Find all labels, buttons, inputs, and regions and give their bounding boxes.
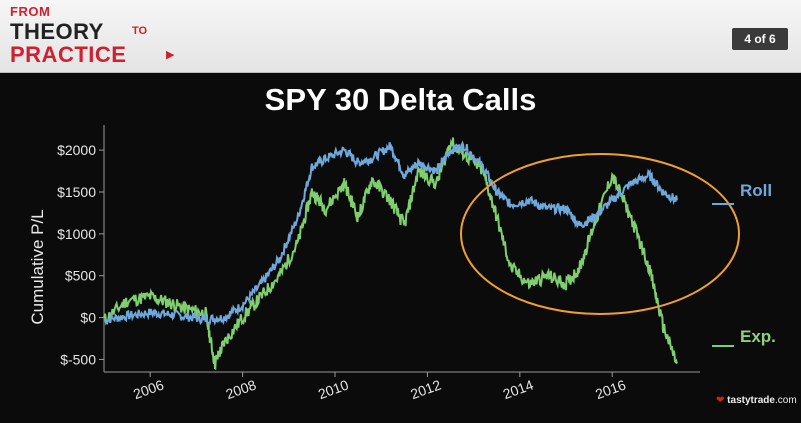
brand-theory: THEORY	[10, 19, 104, 44]
y-tick-label: $-500	[60, 351, 96, 367]
watermark-suffix: .com	[774, 395, 797, 406]
x-tick-label: 2008	[224, 376, 259, 402]
page-indicator: 4 of 6	[732, 28, 788, 50]
chart-title: SPY 30 Delta Calls	[264, 82, 537, 117]
y-tick-label: $0	[80, 310, 96, 326]
slide-header: FROM THEORY TO PRACTICE ▶ 4 of 6	[0, 0, 801, 73]
y-tick-label: $1500	[57, 184, 96, 200]
series-exp-line	[103, 137, 678, 371]
brand-practice: PRACTICE	[10, 42, 127, 67]
tastytrade-watermark: ❤ tastytrade.com	[716, 395, 797, 406]
x-tick-label: 2006	[131, 376, 166, 402]
annotation-ellipse	[460, 153, 740, 315]
brand-from: FROM	[10, 4, 51, 19]
legend-roll-label: Roll	[740, 181, 773, 200]
y-tick-label: $2000	[57, 142, 96, 158]
y-tick-label: $500	[65, 268, 96, 284]
tastytrade-logo-icon: ❤	[716, 395, 725, 406]
x-tick-label: 2012	[408, 376, 443, 402]
watermark-name: tastytrade	[727, 395, 775, 406]
series-roll-line	[103, 140, 678, 326]
y-tick-label: $1000	[57, 226, 96, 242]
x-tick-label: 2014	[501, 376, 536, 402]
x-tick-label: 2016	[593, 376, 628, 402]
legend-exp-label: Exp.	[740, 327, 776, 346]
x-tick-label: 2010	[316, 376, 351, 402]
brand-to: TO	[132, 25, 148, 37]
play-arrow-icon: ▶	[166, 49, 175, 61]
